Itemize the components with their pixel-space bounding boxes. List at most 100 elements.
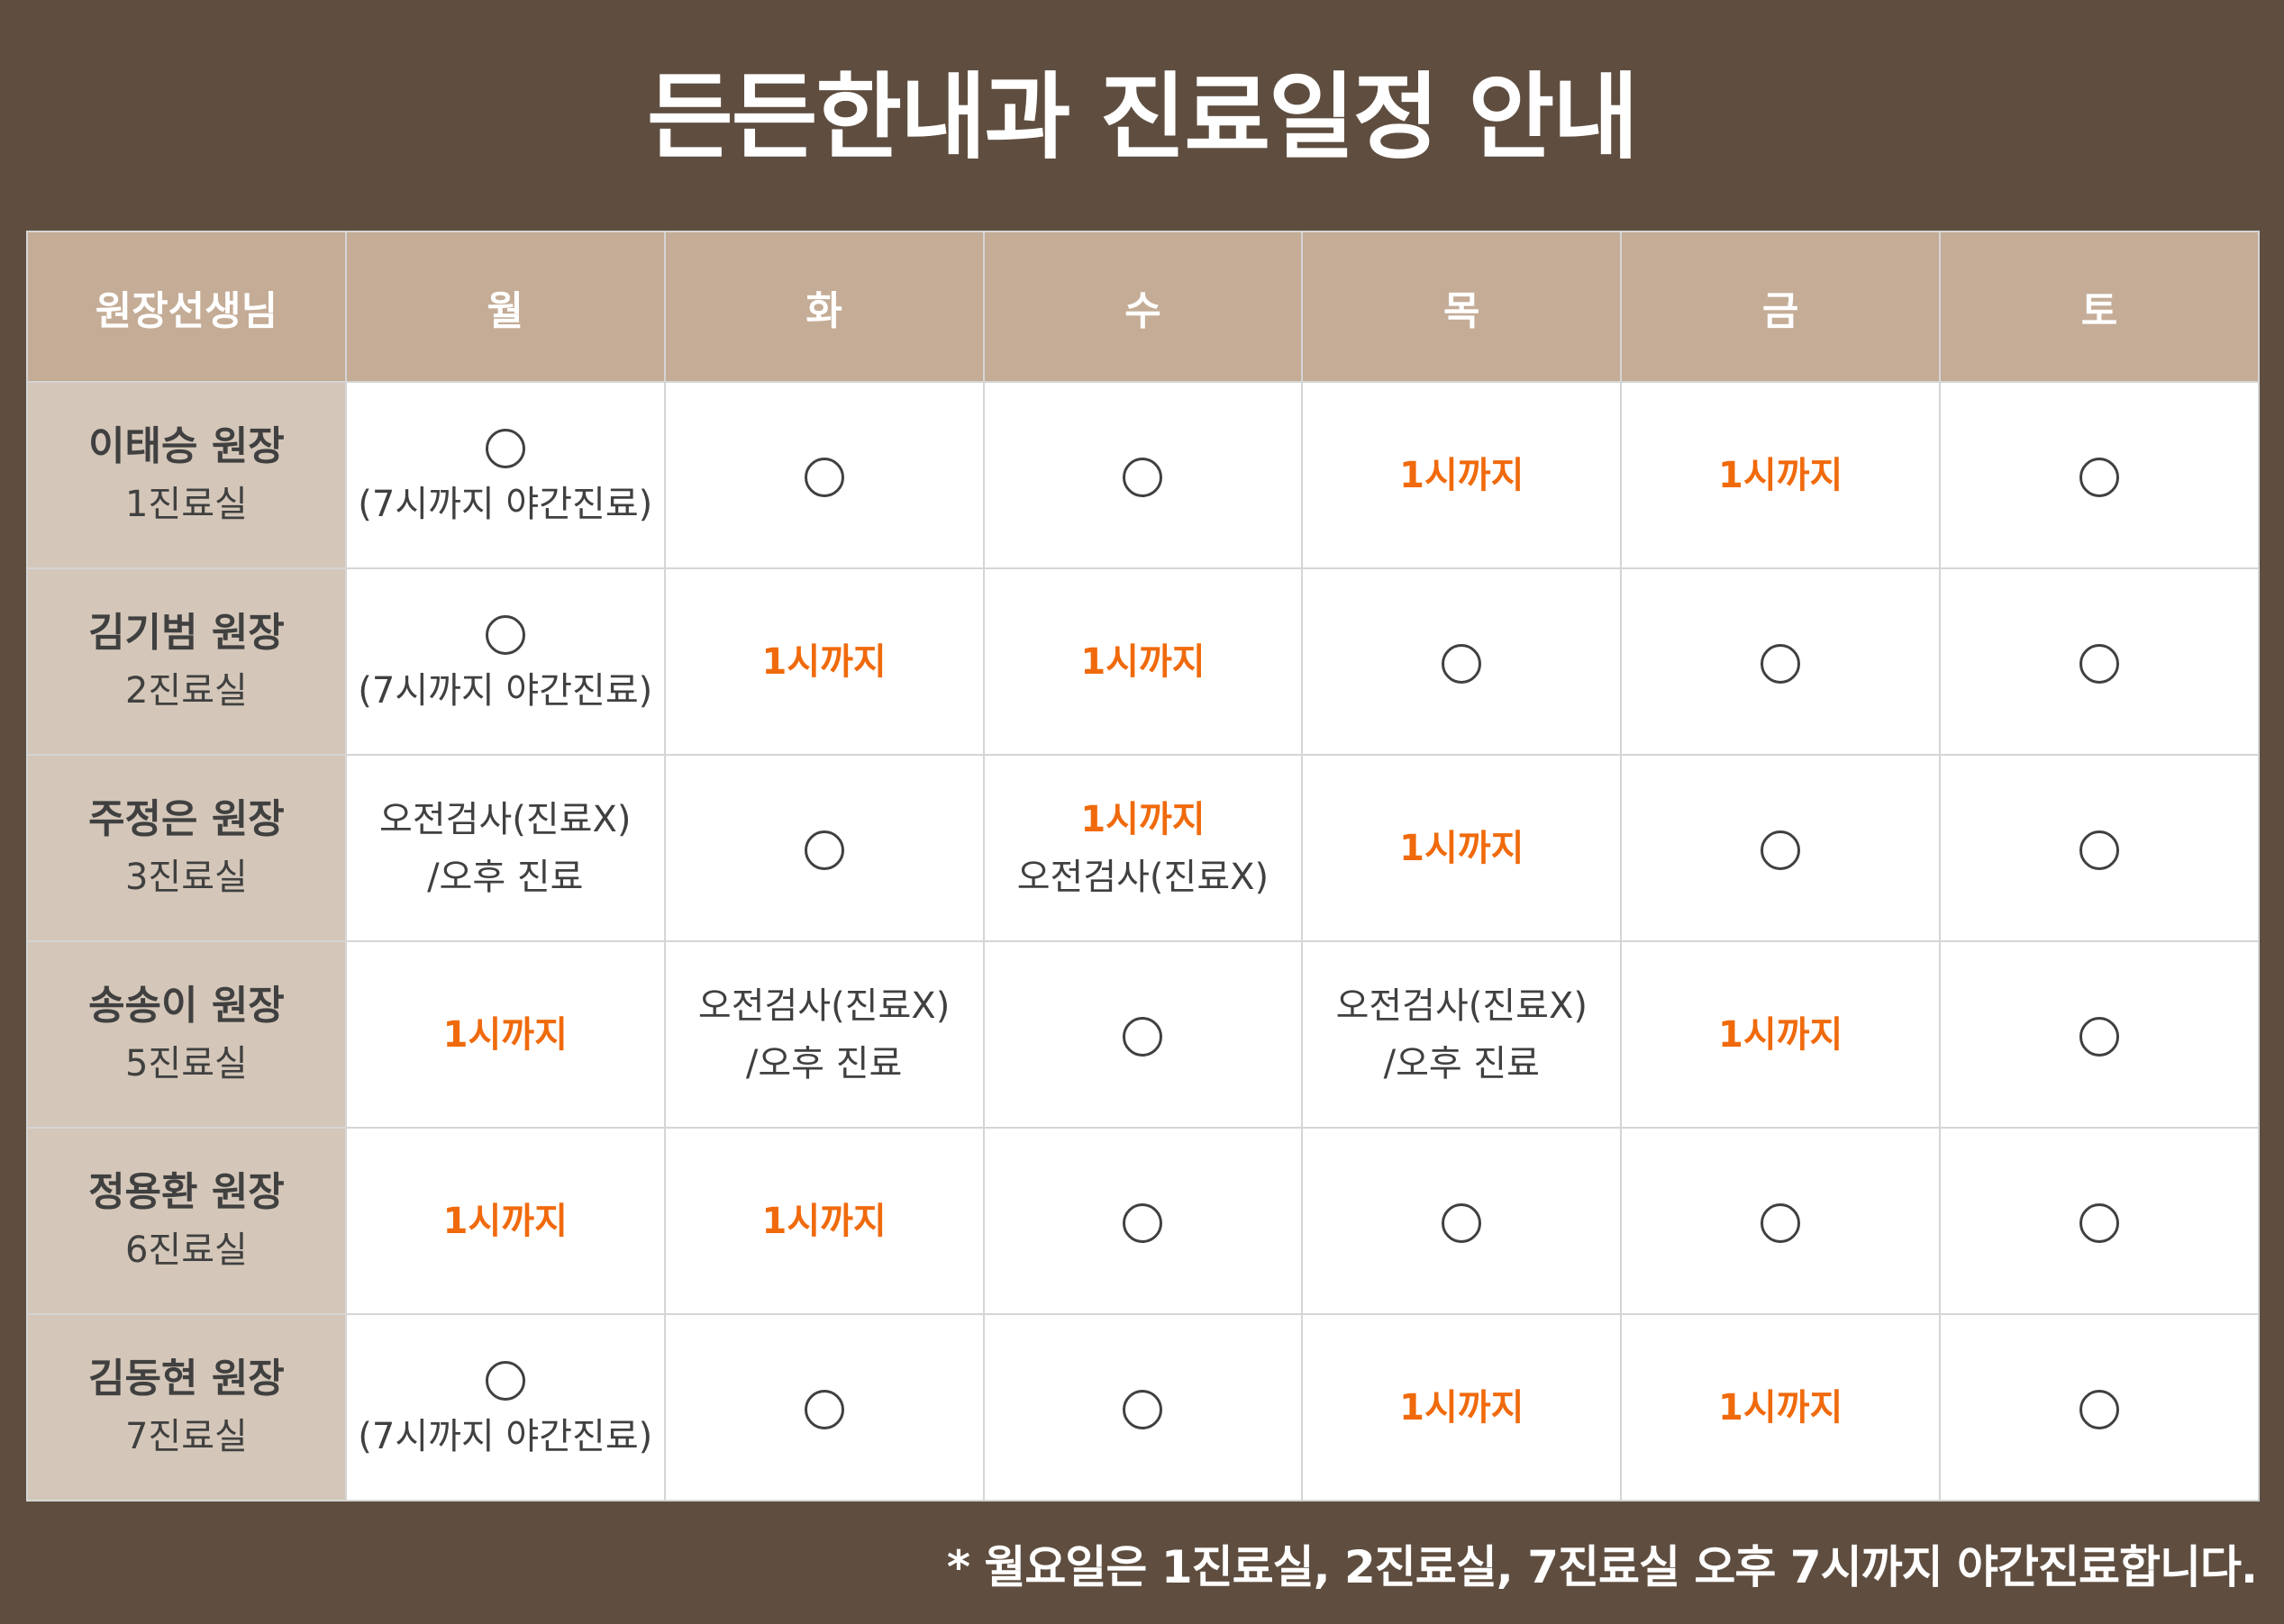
schedule-cell: [982, 381, 1304, 569]
available-line: [985, 1379, 1302, 1437]
doctor-name: 정용환 원장: [88, 1168, 285, 1215]
page-title: 든든한내과 진료일정 안내: [647, 62, 1639, 172]
schedule-cell: [1301, 567, 1623, 756]
schedule-cell: (7시까지 야간진료): [344, 1313, 666, 1502]
circle-icon: [485, 1360, 525, 1401]
table-row: 송송이 원장 5진료실 1시까지 오전검사(진료X) /오후 진료 오전검사(진료X) /오…: [26, 940, 2260, 1129]
circle-icon: [1123, 457, 1163, 497]
room-label: 5진료실: [124, 1042, 248, 1084]
available-line: [1941, 447, 2258, 504]
schedule-cell: [663, 1313, 985, 1502]
doctor-name: 주정은 원장: [88, 795, 285, 842]
hours-label: 1시까지: [1718, 1386, 1843, 1429]
schedule-cell: [1939, 567, 2260, 756]
table-row: 주정은 원장 3진료실 오전검사(진료X)/오후 진료 1시까지 오전검사(진료X) 1시…: [26, 754, 2260, 942]
note-text: /오후 진료: [1383, 1042, 1540, 1084]
doctor-cell: 송송이 원장 5진료실: [26, 940, 347, 1129]
header-doctor: 원장선생님: [26, 231, 347, 383]
available-line: [1941, 1193, 2258, 1250]
hours-label: 1시까지: [1399, 1386, 1524, 1429]
header-day: 월: [344, 231, 666, 383]
available-line: [347, 1350, 664, 1408]
available-line: [1941, 1379, 2258, 1437]
available-line: [985, 1193, 1302, 1250]
schedule-cell: (7시까지 야간진료): [344, 381, 666, 569]
circle-icon: [1123, 1389, 1163, 1429]
doctor-cell: 이태승 원장 1진료실: [26, 381, 347, 569]
available-line: [666, 1379, 983, 1437]
schedule-cell: 1시까지: [1620, 381, 1942, 569]
schedule-cell: 오전검사(진료X) /오후 진료: [1301, 940, 1623, 1129]
schedule-cell: 1시까지: [982, 567, 1304, 756]
schedule-cell: [663, 381, 985, 569]
available-line: [1303, 633, 1620, 691]
available-line: [985, 1006, 1302, 1064]
available-line: [1303, 1193, 1620, 1250]
circle-icon: [2079, 1016, 2120, 1057]
schedule-cell: [663, 754, 985, 942]
note-text: 오전검사(진료X): [697, 984, 951, 1027]
hours-label: 1시까지: [1399, 827, 1524, 869]
circle-icon: [485, 614, 525, 655]
note-text: 오전검사(진료X): [379, 798, 632, 840]
circle-icon: [1442, 1202, 1482, 1243]
hours-label: 1시까지: [761, 640, 887, 683]
header-day: 금: [1620, 231, 1942, 383]
hours-label: 1시까지: [1718, 454, 1843, 496]
schedule-table: 원장선생님 월 화 수 목 금 토 이태승 원장 1진료실 (7시까지 야간진료) 1시까지 1시까…: [26, 231, 2260, 1502]
note-text: /오후 진료: [745, 1042, 903, 1084]
header-day: 화: [663, 231, 985, 383]
schedule-cell: [982, 940, 1304, 1129]
available-line: [1622, 1193, 1939, 1250]
footnote: * 월요일은 1진료실, 2진료실, 7진료실 오후 7시까지 야간진료합니다.: [946, 1541, 2258, 1593]
circle-icon: [804, 830, 844, 870]
schedule-cell: [982, 1127, 1304, 1315]
header-day: 목: [1301, 231, 1623, 383]
note-text: /오후 진료: [427, 856, 584, 898]
schedule-cell: 1시까지: [663, 1127, 985, 1315]
hours-label: 1시까지: [761, 1200, 887, 1242]
hours-label: 1시까지: [1080, 640, 1206, 683]
table-row: 김기범 원장 2진료실 (7시까지 야간진료) 1시까지 1시까지: [26, 567, 2260, 756]
room-label: 2진료실: [124, 669, 248, 712]
schedule-cell: [982, 1313, 1304, 1502]
schedule-cell: 1시까지: [1301, 754, 1623, 942]
note-text: 오전검사(진료X): [1016, 856, 1269, 898]
table-row: 정용환 원장 6진료실 1시까지 1시까지: [26, 1127, 2260, 1315]
circle-icon: [1761, 643, 1801, 684]
table-row: 이태승 원장 1진료실 (7시까지 야간진료) 1시까지 1시까지: [26, 381, 2260, 569]
hours-label: 1시까지: [442, 1200, 568, 1242]
doctor-cell: 주정은 원장 3진료실: [26, 754, 347, 942]
header-row: 원장선생님 월 화 수 목 금 토: [26, 231, 2260, 383]
doctor-cell: 김동현 원장 7진료실: [26, 1313, 347, 1502]
doctor-cell: 정용환 원장 6진료실: [26, 1127, 347, 1315]
doctor-name: 김기범 원장: [88, 609, 285, 656]
hours-label: 1시까지: [1718, 1013, 1843, 1056]
schedule-cell: [1939, 1313, 2260, 1502]
room-label: 1진료실: [124, 483, 248, 525]
note-text: (7시까지 야간진료): [358, 669, 653, 712]
hours-label: 1시까지: [442, 1013, 568, 1056]
available-line: [1941, 1006, 2258, 1064]
room-label: 6진료실: [124, 1229, 248, 1271]
schedule-cell: 1시까지: [663, 567, 985, 756]
schedule-cell: [1620, 567, 1942, 756]
available-line: [985, 447, 1302, 504]
schedule-cell: [1620, 754, 1942, 942]
circle-icon: [2079, 1202, 2120, 1243]
available-line: [347, 418, 664, 476]
header-day: 토: [1939, 231, 2260, 383]
hours-label: 1시까지: [1080, 798, 1206, 840]
schedule-cell: [1620, 1127, 1942, 1315]
available-line: [666, 820, 983, 877]
hours-label: 1시까지: [1399, 454, 1524, 496]
note-text: (7시까지 야간진료): [358, 1415, 653, 1457]
available-line: [1941, 820, 2258, 877]
schedule-cell: [1939, 940, 2260, 1129]
available-line: [1622, 633, 1939, 691]
circle-icon: [2079, 1389, 2120, 1429]
schedule-cell: 1시까지: [344, 940, 666, 1129]
circle-icon: [804, 457, 844, 497]
note-text: 오전검사(진료X): [1335, 984, 1588, 1027]
schedule-cell: 오전검사(진료X) /오후 진료: [344, 754, 666, 942]
